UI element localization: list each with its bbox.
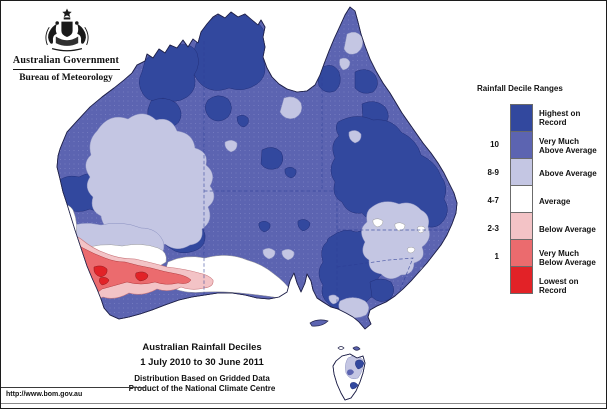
footer-divider — [1, 403, 606, 404]
legend-label-above: Above Average — [539, 169, 597, 179]
legend-swatch-very-much-below — [510, 239, 533, 267]
legend-label-below: Below Average — [539, 225, 596, 235]
tasmania — [332, 353, 366, 401]
legend-swatch-highest — [510, 104, 533, 132]
state-borders — [203, 41, 453, 329]
legend-swatch-above — [510, 158, 533, 186]
legend-label-highest: Highest on Record — [539, 108, 581, 127]
legend-label-lowest: Lowest on Record — [539, 276, 579, 295]
map-caption: Australian Rainfall Deciles 1 July 2010 … — [97, 342, 307, 393]
map-period: 1 July 2010 to 30 June 2011 — [140, 357, 264, 368]
legend-swatch-lowest — [510, 266, 533, 294]
header-divider — [13, 69, 120, 70]
legend-label-very-much-above: Very Much Above Average — [539, 136, 597, 155]
australian-coat-of-arms-icon — [45, 8, 89, 52]
map-product: Product of the National Climate Centre — [128, 384, 276, 393]
legend-range-8-9: 8-9 — [487, 168, 499, 177]
legend-label-very-much-below: Very Much Below Average — [539, 248, 596, 267]
legend-range-10: 10 — [490, 140, 499, 149]
kangaroo-island — [309, 319, 329, 327]
map-method: Distribution Based on Gridded Data — [134, 374, 270, 383]
government-title: Australian Government — [12, 55, 120, 66]
legend-range-1: 1 — [494, 252, 499, 261]
legend-range-2-3: 2-3 — [487, 224, 499, 233]
legend-swatch-very-much-above — [510, 131, 533, 159]
legend-swatch-average — [510, 185, 533, 213]
agency-title: Bureau of Meteorology — [19, 73, 113, 83]
bom-url: http://www.bom.gov.au — [1, 387, 146, 403]
bass-strait-islands — [337, 346, 361, 351]
legend-label-average: Average — [539, 197, 571, 207]
legend-swatch-column — [510, 104, 533, 294]
legend-title: Rainfall Decile Ranges — [477, 84, 563, 93]
map-title: Australian Rainfall Deciles — [142, 342, 262, 353]
legend-swatch-below — [510, 212, 533, 240]
legend-range-4-7: 4-7 — [487, 196, 499, 205]
